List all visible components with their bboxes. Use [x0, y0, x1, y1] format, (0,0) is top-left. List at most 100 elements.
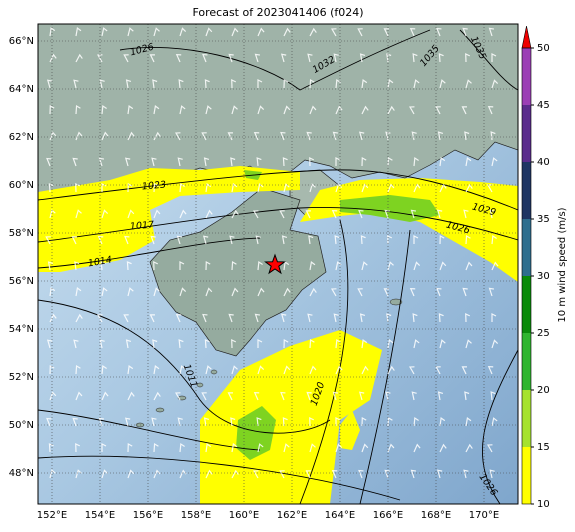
barb — [127, 105, 134, 115]
barb — [361, 157, 367, 167]
barb — [46, 79, 53, 89]
colorbar-tick-label: 10 — [537, 499, 550, 510]
colorbar-segment — [522, 390, 531, 447]
barb — [361, 79, 368, 89]
barb — [332, 131, 339, 141]
barb — [48, 183, 54, 193]
barb — [151, 157, 157, 167]
barb — [204, 339, 210, 349]
barb — [413, 339, 420, 349]
barb — [203, 157, 210, 167]
barb — [179, 365, 186, 375]
barb — [461, 106, 467, 115]
lat-label: 60°N — [9, 180, 34, 191]
colorbar-segment — [522, 48, 531, 105]
barb — [257, 365, 265, 375]
barb — [98, 157, 105, 167]
barb — [174, 392, 181, 401]
barb — [254, 53, 261, 63]
barb — [357, 288, 363, 297]
barb — [306, 391, 312, 401]
barb — [439, 157, 446, 167]
barb — [49, 105, 55, 115]
barb — [438, 53, 444, 63]
barb — [309, 417, 315, 427]
barb — [101, 287, 108, 297]
barb — [335, 339, 341, 349]
barb — [75, 183, 81, 193]
barb — [308, 235, 314, 245]
barb — [153, 261, 159, 271]
colorbar-tick-label: 30 — [537, 271, 550, 282]
barb — [309, 157, 315, 167]
barb — [283, 27, 291, 37]
barb — [438, 313, 444, 323]
colorbar-tick-label: 20 — [537, 385, 550, 396]
barb — [101, 131, 109, 141]
barb — [101, 183, 107, 192]
barb — [305, 210, 311, 219]
barb — [331, 470, 338, 479]
barb — [177, 417, 183, 427]
barb — [465, 183, 473, 193]
barb — [383, 288, 389, 297]
barb — [175, 54, 182, 63]
barb — [439, 235, 445, 245]
lat-label: 62°N — [9, 132, 34, 143]
colorbar-tick-label: 50 — [537, 43, 550, 54]
barb — [127, 27, 134, 37]
barb — [124, 417, 131, 427]
barb — [283, 339, 289, 349]
barb — [462, 27, 468, 37]
barb — [465, 417, 472, 427]
barb — [465, 443, 473, 453]
barb — [280, 53, 287, 63]
barb — [47, 261, 54, 271]
barb — [202, 53, 208, 63]
barb — [283, 183, 290, 193]
barb — [257, 287, 265, 297]
barb — [464, 131, 470, 141]
barb — [231, 339, 237, 349]
barb — [282, 157, 288, 167]
barb — [491, 79, 499, 89]
barb — [411, 131, 417, 141]
barb — [205, 261, 211, 271]
barb — [462, 287, 468, 297]
barb — [151, 417, 157, 427]
lat-label: 52°N — [9, 372, 34, 383]
barb — [463, 209, 469, 219]
barb — [75, 391, 83, 401]
barb — [101, 365, 107, 375]
barb — [46, 417, 52, 427]
barb — [279, 210, 285, 219]
map-frame — [37, 23, 519, 505]
barb — [465, 261, 473, 271]
barb — [464, 391, 470, 401]
barb — [96, 314, 103, 323]
barb — [231, 261, 237, 271]
barb — [256, 417, 262, 427]
barb — [384, 469, 390, 479]
barb — [228, 313, 234, 323]
barb — [335, 443, 343, 453]
barb — [49, 27, 56, 37]
barb — [45, 236, 51, 245]
barb — [126, 261, 132, 271]
barb — [231, 209, 239, 219]
barb — [231, 79, 237, 89]
barb — [254, 313, 261, 323]
barb — [309, 287, 317, 297]
barb — [435, 106, 441, 115]
barb — [150, 235, 156, 245]
barb — [205, 105, 212, 115]
contour-label: 1017 — [129, 219, 154, 232]
barb — [72, 417, 78, 427]
barb — [491, 53, 497, 62]
barb — [306, 131, 312, 141]
barb — [73, 339, 79, 349]
colorbar-tick-label: 25 — [537, 328, 550, 339]
barb — [439, 261, 447, 271]
contour-label: 1023 — [141, 179, 166, 192]
barb — [387, 79, 394, 89]
